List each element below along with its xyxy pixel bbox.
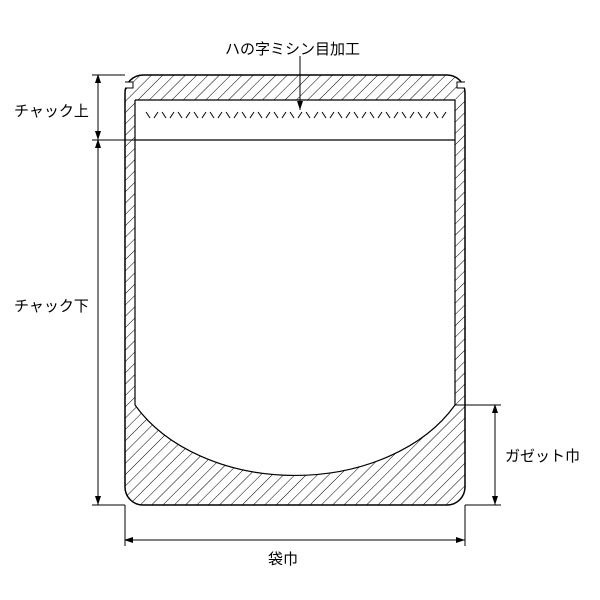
pouch-diagram: [0, 0, 600, 600]
label-below-zipper: チャック下: [14, 295, 89, 316]
label-bag-width: 袋巾: [268, 548, 298, 569]
label-gusset-width: ガゼット巾: [505, 445, 580, 466]
diagram-canvas: ハの字ミシン目加工 チャック上 チャック下 袋巾 ガゼット巾: [0, 0, 600, 600]
label-perforation: ハの字ミシン目加工: [225, 38, 360, 59]
label-above-zipper: チャック上: [14, 100, 89, 121]
